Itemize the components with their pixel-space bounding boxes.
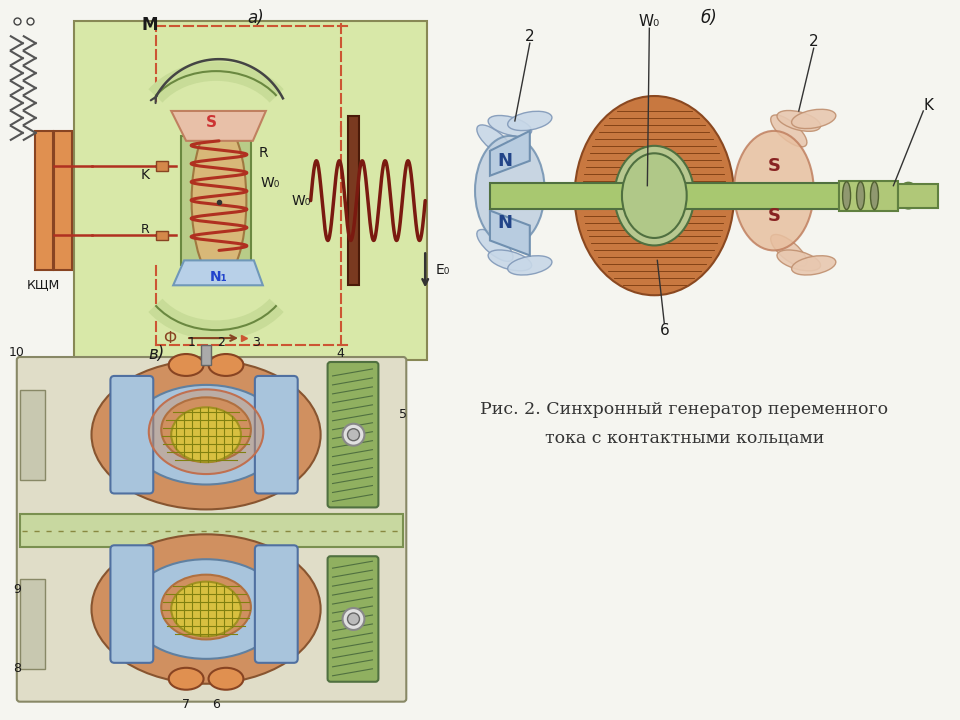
FancyBboxPatch shape [16, 357, 406, 702]
Text: 2: 2 [217, 336, 225, 348]
FancyBboxPatch shape [254, 545, 298, 663]
Text: Рис. 2. Синхронный генератор переменного: Рис. 2. Синхронный генератор переменного [480, 401, 888, 418]
Ellipse shape [129, 385, 283, 485]
Bar [490, 183, 849, 209]
Text: в): в) [148, 345, 164, 363]
Text: 3: 3 [252, 336, 260, 348]
Text: W₀: W₀ [638, 14, 660, 29]
Ellipse shape [343, 424, 365, 446]
Ellipse shape [777, 110, 821, 131]
Polygon shape [171, 111, 266, 141]
Ellipse shape [348, 428, 359, 441]
Bar [54, 131, 72, 270]
Text: КЩМ: КЩМ [27, 279, 60, 292]
Ellipse shape [477, 125, 513, 157]
Polygon shape [490, 210, 530, 256]
Bar [20, 579, 45, 669]
Ellipse shape [792, 109, 836, 129]
Ellipse shape [871, 181, 878, 210]
Text: M: M [141, 17, 157, 35]
Polygon shape [490, 131, 530, 176]
Ellipse shape [614, 146, 694, 246]
FancyBboxPatch shape [327, 557, 378, 682]
Text: W₀: W₀ [292, 194, 311, 207]
Ellipse shape [208, 668, 244, 690]
Text: 6: 6 [212, 698, 220, 711]
Ellipse shape [169, 354, 204, 376]
Text: 5: 5 [399, 408, 407, 421]
Ellipse shape [777, 250, 821, 271]
FancyBboxPatch shape [254, 376, 298, 493]
Text: 2: 2 [525, 29, 535, 44]
Text: б): б) [701, 9, 717, 27]
Ellipse shape [149, 390, 263, 474]
Text: 2: 2 [809, 34, 819, 49]
Ellipse shape [343, 608, 365, 630]
Bar [20, 390, 45, 480]
Text: 7: 7 [182, 698, 190, 711]
Ellipse shape [477, 230, 513, 261]
Text: 6: 6 [660, 323, 669, 338]
FancyBboxPatch shape [110, 376, 154, 493]
Text: S: S [205, 115, 217, 130]
Ellipse shape [622, 153, 686, 238]
Bar [181, 136, 251, 266]
Ellipse shape [475, 136, 544, 246]
Text: тока с контактными кольцами: тока с контактными кольцами [544, 429, 824, 446]
Ellipse shape [771, 115, 807, 147]
Bar [156, 230, 168, 240]
Ellipse shape [508, 256, 552, 275]
Text: а): а) [248, 9, 264, 27]
Text: E₀: E₀ [435, 264, 449, 277]
Bar [839, 181, 899, 210]
Ellipse shape [488, 250, 532, 271]
Ellipse shape [843, 181, 851, 210]
Ellipse shape [91, 360, 321, 510]
Text: K: K [140, 168, 150, 181]
Text: N: N [497, 214, 513, 232]
Ellipse shape [348, 613, 359, 625]
Polygon shape [173, 261, 263, 285]
Ellipse shape [169, 668, 204, 690]
Ellipse shape [899, 183, 919, 209]
FancyBboxPatch shape [110, 545, 154, 663]
Ellipse shape [171, 408, 241, 462]
Ellipse shape [488, 115, 532, 136]
Text: R: R [259, 146, 269, 160]
Text: 4: 4 [337, 346, 345, 359]
Ellipse shape [161, 575, 251, 639]
FancyBboxPatch shape [74, 22, 427, 360]
Ellipse shape [734, 131, 814, 251]
Bar [201, 345, 211, 365]
Bar [156, 161, 168, 171]
Bar [35, 131, 53, 270]
Ellipse shape [208, 354, 244, 376]
Ellipse shape [161, 397, 251, 462]
Ellipse shape [192, 121, 247, 280]
Bar [20, 514, 403, 547]
Bar [348, 116, 359, 285]
Ellipse shape [91, 534, 321, 684]
Ellipse shape [792, 256, 836, 275]
Text: 10: 10 [9, 346, 25, 359]
Ellipse shape [508, 112, 552, 130]
FancyBboxPatch shape [327, 362, 378, 508]
Text: S: S [767, 207, 780, 225]
Text: 1: 1 [187, 336, 195, 348]
Text: N₁: N₁ [210, 270, 228, 284]
Text: 9: 9 [12, 582, 21, 595]
Text: K: K [924, 99, 933, 114]
Ellipse shape [129, 559, 283, 659]
Text: 8: 8 [12, 662, 21, 675]
Text: W₀: W₀ [261, 176, 280, 189]
Ellipse shape [856, 181, 865, 210]
Bar [899, 184, 938, 207]
Text: Ф: Ф [163, 330, 177, 346]
Text: S: S [767, 157, 780, 175]
Ellipse shape [171, 582, 241, 636]
Text: R: R [140, 223, 150, 236]
Ellipse shape [771, 235, 807, 266]
Text: N: N [497, 152, 513, 170]
Ellipse shape [575, 96, 734, 295]
